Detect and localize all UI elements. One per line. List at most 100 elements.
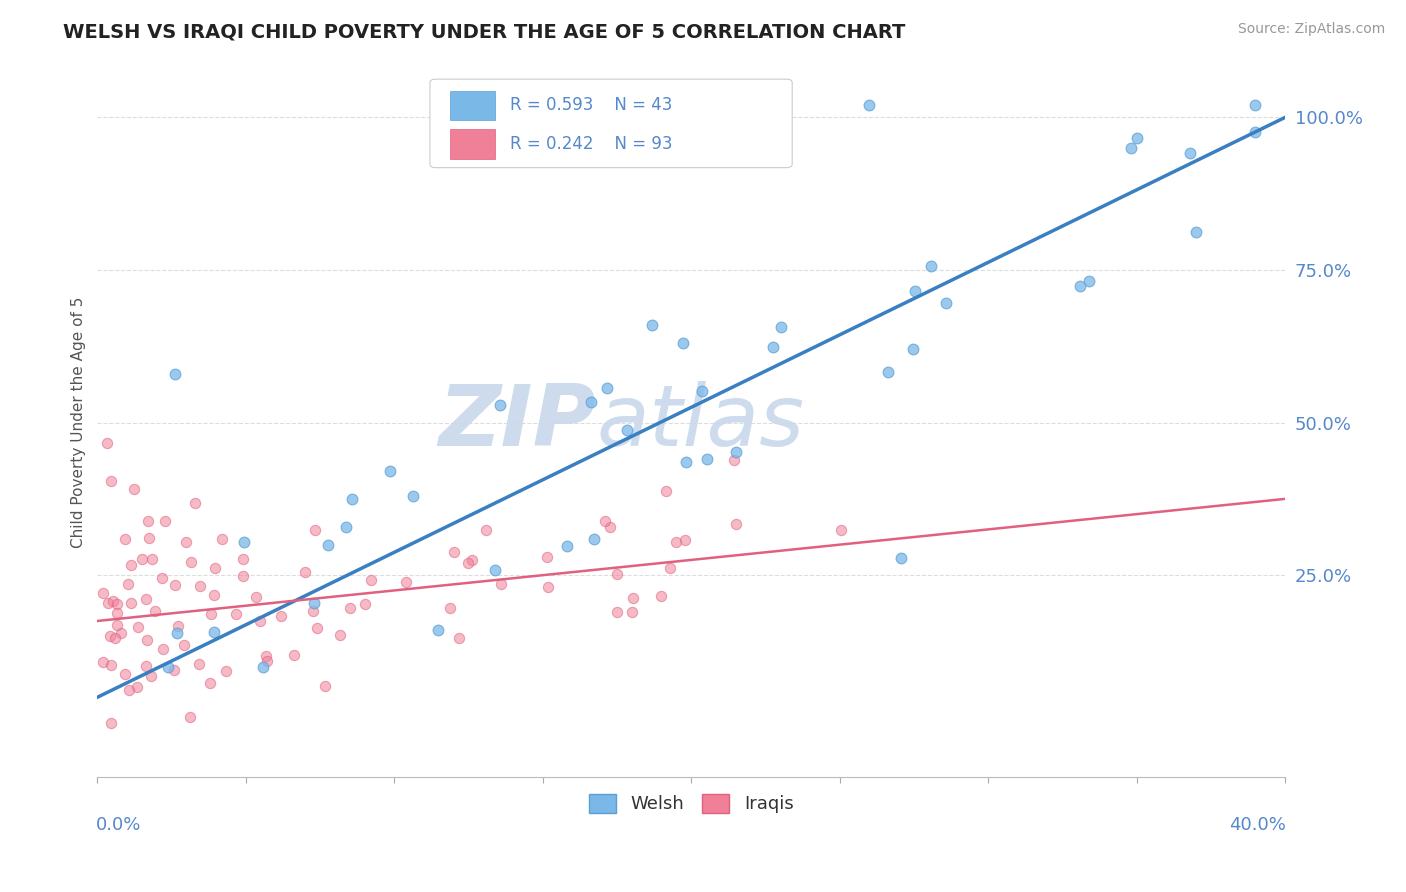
Point xyxy=(599,520,621,534)
Point xyxy=(225,607,247,621)
Point xyxy=(179,710,201,724)
Point xyxy=(329,628,352,642)
Point xyxy=(650,590,672,604)
Point xyxy=(484,563,506,577)
Point xyxy=(305,621,328,635)
Point xyxy=(623,591,645,605)
Point xyxy=(302,604,325,618)
Point xyxy=(724,445,747,459)
Point xyxy=(232,569,254,583)
Point xyxy=(762,339,785,353)
Point xyxy=(1119,141,1142,155)
Point xyxy=(606,566,628,581)
Point xyxy=(920,259,942,273)
Point xyxy=(769,319,792,334)
Point xyxy=(443,545,465,559)
Point xyxy=(555,540,578,554)
Point xyxy=(96,436,118,450)
Text: R = 0.242    N = 93: R = 0.242 N = 93 xyxy=(509,135,672,153)
Point xyxy=(100,658,122,673)
FancyBboxPatch shape xyxy=(450,91,495,120)
Text: WELSH VS IRAQI CHILD POVERTY UNDER THE AGE OF 5 CORRELATION CHART: WELSH VS IRAQI CHILD POVERTY UNDER THE A… xyxy=(63,22,905,41)
Point xyxy=(166,625,188,640)
Point xyxy=(1185,225,1208,239)
Point xyxy=(904,284,927,298)
Point xyxy=(475,523,498,537)
Point xyxy=(125,681,148,695)
Point xyxy=(135,632,157,647)
Point xyxy=(139,669,162,683)
Point xyxy=(100,716,122,731)
Point xyxy=(114,666,136,681)
Point xyxy=(354,597,377,611)
Point xyxy=(100,474,122,488)
Point xyxy=(136,514,159,528)
Point xyxy=(401,489,423,503)
Point xyxy=(449,632,471,646)
Point xyxy=(616,423,638,437)
Point xyxy=(252,659,274,673)
Point xyxy=(1125,130,1147,145)
Point xyxy=(672,336,695,351)
Point xyxy=(335,520,357,534)
Point xyxy=(316,538,339,552)
Point xyxy=(723,452,745,467)
Point xyxy=(620,605,643,619)
Point xyxy=(91,585,114,599)
Point xyxy=(118,682,141,697)
Point xyxy=(114,532,136,546)
Point xyxy=(120,597,142,611)
Point xyxy=(536,550,558,565)
Point xyxy=(163,664,186,678)
Point xyxy=(138,531,160,545)
Point xyxy=(655,483,678,498)
Point xyxy=(105,618,128,632)
Point xyxy=(675,455,697,469)
Point xyxy=(491,577,513,591)
Point xyxy=(380,465,402,479)
Point xyxy=(173,638,195,652)
Point xyxy=(256,654,278,668)
Point xyxy=(665,535,688,549)
Point xyxy=(583,532,606,546)
Point xyxy=(690,384,713,398)
Point xyxy=(105,606,128,620)
Text: atlas: atlas xyxy=(596,381,804,464)
Point xyxy=(165,578,187,592)
Point xyxy=(101,594,124,608)
Point xyxy=(640,318,662,333)
Point xyxy=(579,394,602,409)
Point xyxy=(254,648,277,663)
Point xyxy=(232,551,254,566)
Point xyxy=(202,588,225,602)
Point xyxy=(439,601,461,615)
Point xyxy=(1069,278,1091,293)
Point xyxy=(122,482,145,496)
Point xyxy=(283,648,305,663)
Point xyxy=(131,552,153,566)
FancyBboxPatch shape xyxy=(450,128,495,159)
Point xyxy=(152,641,174,656)
Point xyxy=(202,624,225,639)
Point xyxy=(1077,274,1099,288)
Point xyxy=(314,680,336,694)
Point xyxy=(163,367,186,381)
Point xyxy=(117,576,139,591)
Point xyxy=(360,573,382,587)
Point xyxy=(211,532,233,546)
Point xyxy=(98,628,121,642)
Text: R = 0.593    N = 43: R = 0.593 N = 43 xyxy=(509,96,672,114)
Point xyxy=(105,597,128,611)
Point xyxy=(294,566,316,580)
Point xyxy=(395,575,418,590)
Point xyxy=(593,515,616,529)
Point xyxy=(460,553,482,567)
Point xyxy=(200,607,222,621)
Point xyxy=(1244,98,1267,112)
Point xyxy=(110,625,132,640)
Point xyxy=(127,620,149,634)
Point xyxy=(180,555,202,569)
Point xyxy=(120,558,142,573)
Point xyxy=(187,657,209,671)
Point xyxy=(233,535,256,549)
